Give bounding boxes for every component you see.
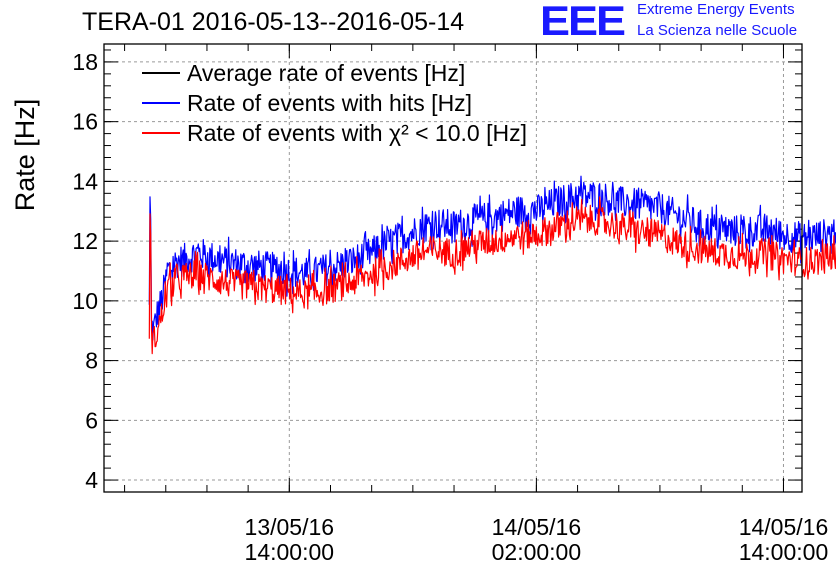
x-tick-date-label: 14/05/16 bbox=[739, 514, 829, 540]
eee-logo-line2: La Scienza nelle Scuole bbox=[637, 22, 798, 39]
y-tick-label: 4 bbox=[85, 467, 98, 493]
y-tick-label: 6 bbox=[85, 407, 98, 433]
series-line bbox=[148, 175, 836, 341]
x-tick-time-label: 14:00:00 bbox=[739, 539, 829, 565]
x-tick-date-label: 14/05/16 bbox=[492, 514, 582, 540]
x-tick-date-label: 13/05/16 bbox=[245, 514, 335, 540]
y-axis-label: Rate [Hz] bbox=[10, 99, 40, 212]
eee-logo: EEE bbox=[540, 0, 626, 45]
legend-label: Rate of events with χ² < 10.0 [Hz] bbox=[187, 120, 527, 146]
chart-title: TERA-01 2016-05-13--2016-05-14 bbox=[82, 8, 465, 36]
y-tick-label: 12 bbox=[72, 228, 98, 254]
x-tick-time-label: 14:00:00 bbox=[245, 539, 335, 565]
plot-frame bbox=[103, 43, 803, 493]
eee-logo-line1: Extreme Energy Events bbox=[637, 1, 795, 18]
y-tick-label: 16 bbox=[72, 109, 98, 135]
y-tick-label: 18 bbox=[72, 49, 98, 75]
y-tick-label: 10 bbox=[72, 288, 98, 314]
y-tick-label: 8 bbox=[85, 348, 98, 374]
y-tick-label: 14 bbox=[72, 168, 98, 194]
series-line bbox=[148, 196, 836, 355]
legend-label: Rate of events with hits [Hz] bbox=[187, 90, 472, 116]
legend-label: Average rate of events [Hz] bbox=[187, 60, 465, 86]
x-tick-time-label: 02:00:00 bbox=[492, 539, 582, 565]
